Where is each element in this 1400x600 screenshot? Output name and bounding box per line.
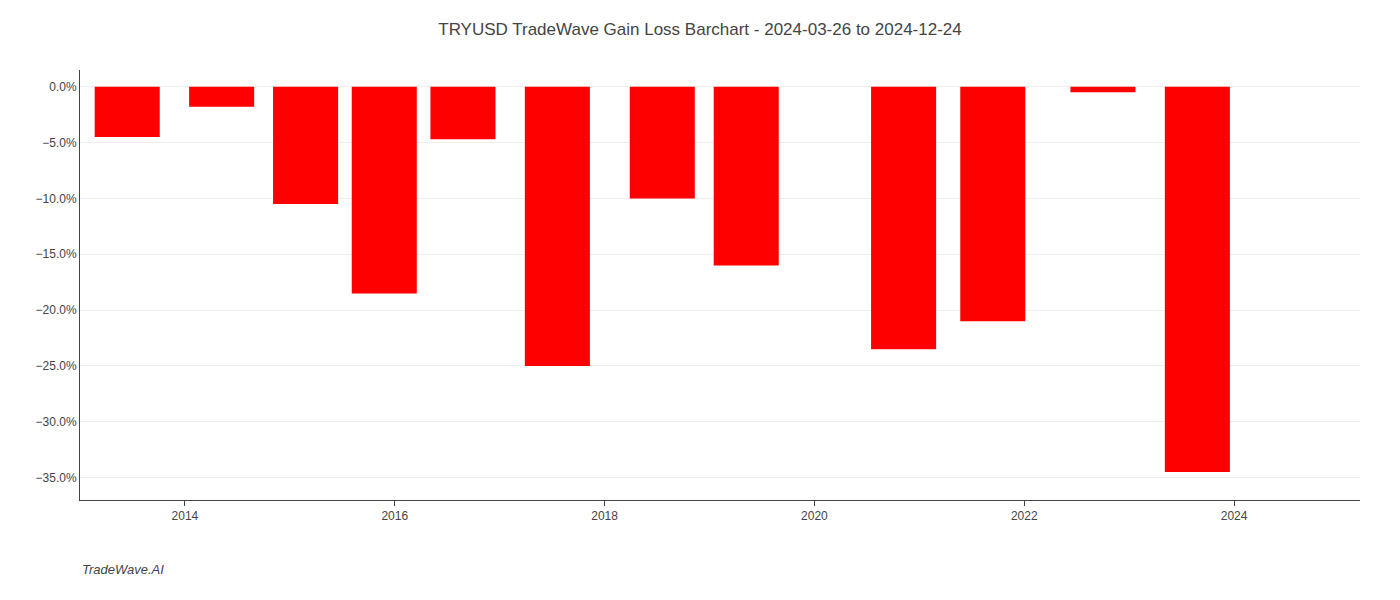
svg-text:TRYUSD TradeWave Gain Loss Bar: TRYUSD TradeWave Gain Loss Barchart - 20… (438, 20, 962, 39)
svg-text:−30.0%: −30.0% (36, 415, 77, 429)
svg-text:2014: 2014 (172, 509, 199, 523)
svg-text:−35.0%: −35.0% (36, 471, 77, 485)
svg-text:2022: 2022 (1011, 509, 1038, 523)
svg-text:2016: 2016 (381, 509, 408, 523)
svg-text:2020: 2020 (801, 509, 828, 523)
svg-text:−20.0%: −20.0% (36, 303, 77, 317)
svg-text:0.0%: 0.0% (49, 80, 77, 94)
svg-text:2018: 2018 (591, 509, 618, 523)
svg-text:−15.0%: −15.0% (36, 247, 77, 261)
svg-text:−25.0%: −25.0% (36, 359, 77, 373)
svg-text:2024: 2024 (1221, 509, 1248, 523)
svg-text:−10.0%: −10.0% (36, 192, 77, 206)
svg-text:−5.0%: −5.0% (42, 136, 77, 150)
svg-text:TradeWave.AI: TradeWave.AI (82, 562, 164, 577)
